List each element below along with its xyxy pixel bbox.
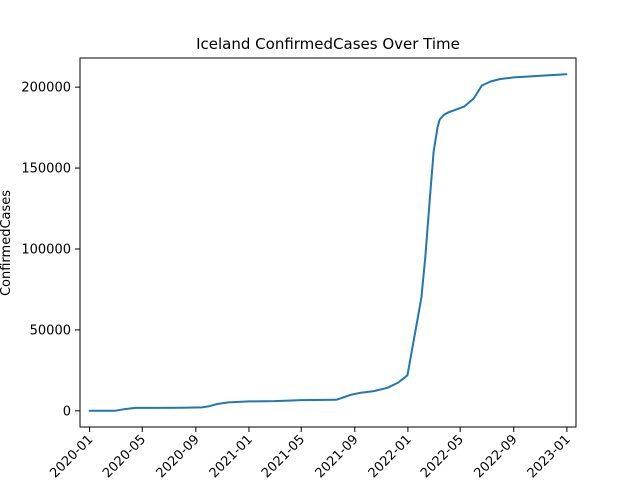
y-tick-label: 200000 (21, 81, 71, 96)
x-tick-label: 2022-05 (418, 432, 467, 480)
x-tick-label: 2022-01 (366, 432, 415, 480)
chart-title: Iceland ConfirmedCases Over Time (196, 35, 460, 53)
x-tick-label: 2020-09 (154, 432, 203, 480)
x-tick-label: 2022-09 (472, 432, 521, 480)
x-tick-label: 2021-09 (313, 432, 362, 480)
y-tick-label: 150000 (21, 162, 71, 177)
x-tick-label: 2021-05 (259, 432, 308, 480)
y-tick-label: 100000 (21, 242, 71, 257)
x-tick-label: 2020-01 (47, 432, 96, 480)
y-axis-ticks: 0 50000 100000 150000 200000 (21, 81, 80, 419)
x-tick-label: 2021-01 (207, 432, 256, 480)
y-tick-label: 0 (63, 404, 71, 419)
plot-area-frame (79, 57, 577, 428)
y-axis-label: ConfirmedCases (0, 190, 14, 296)
x-axis-ticks: 2020-01 2020-05 2020-09 2021-01 2021-05 2021-… (47, 427, 574, 480)
x-tick-label: 2020-05 (100, 432, 149, 480)
x-tick-label: 2023-01 (525, 432, 574, 480)
y-tick-label: 50000 (30, 323, 71, 338)
series-line (88, 73, 568, 412)
